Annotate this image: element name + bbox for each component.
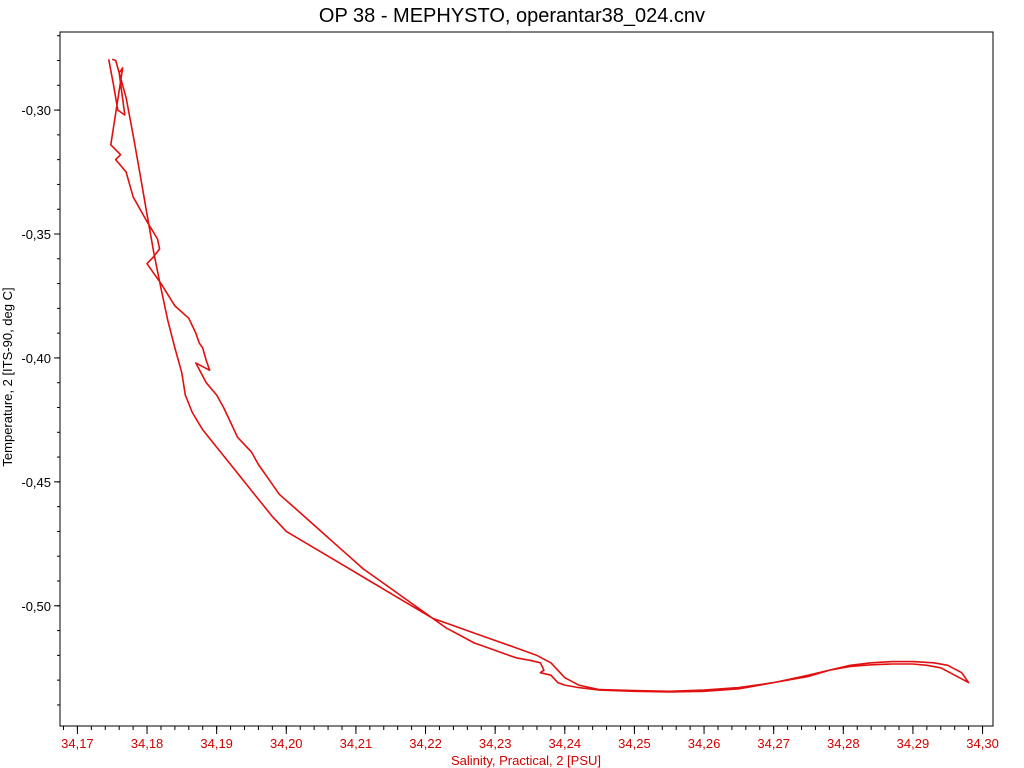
x-tick-label: 34,28 [827,736,860,751]
y-axis: -0,30 -0,35 -0,40 -0,45 -0,50 [21,35,60,706]
y-tick-label: -0,45 [21,475,51,490]
x-tick-label: 34,25 [618,736,651,751]
y-axis-label: Temperature, 2 [ITS-90, deg C] [0,287,15,466]
x-tick-label: 34,19 [200,736,233,751]
x-tick-label: 34,17 [61,736,94,751]
series-line-0 [107,58,970,693]
x-axis-label: Salinity, Practical, 2 [PSU] [451,753,601,768]
x-tick-label: 34,18 [131,736,164,751]
x-tick-label: 34,24 [549,736,582,751]
x-tick-label: 34,20 [270,736,303,751]
y-tick-label: -0,40 [21,351,51,366]
y-tick-label: -0,35 [21,227,51,242]
x-tick-label: 34,23 [479,736,512,751]
chart-title: OP 38 - MEPHYSTO, operantar38_024.cnv [319,5,705,27]
x-tick-label: 34,29 [897,736,930,751]
plot-area [59,31,994,727]
x-axis: 34,17 34,18 34,19 34,20 34,21 34,22 34,23 34,24… [61,726,999,751]
x-tick-label: 34,30 [966,736,999,751]
y-tick-label: -0,50 [21,599,51,614]
x-tick-label: 34,26 [688,736,721,751]
y-tick-label: -0,30 [21,103,51,118]
series-layer [107,58,970,693]
x-tick-label: 34,22 [409,736,442,751]
x-tick-label: 34,27 [757,736,790,751]
x-tick-label: 34,21 [340,736,373,751]
